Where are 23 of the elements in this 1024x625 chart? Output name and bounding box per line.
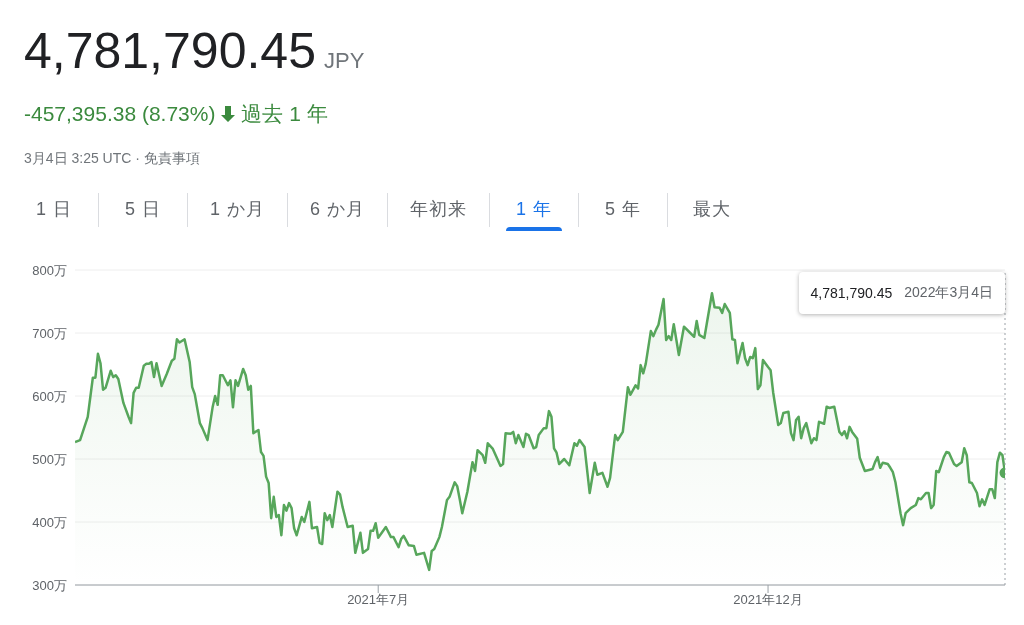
y-tick-label: 400万 (32, 514, 67, 530)
text: 6 か月 (287, 193, 388, 227)
text: 過去 1 年 (241, 101, 328, 127)
y-tick-label: 500万 (32, 451, 67, 467)
text: 5 年 (578, 193, 668, 227)
y-tick-label: 700万 (32, 325, 67, 341)
text: 5 日 (98, 193, 187, 227)
text: 4,781,790.45 (810, 285, 893, 301)
y-tick-label: 600万 (32, 388, 67, 404)
chart-subtitle: -457,395.38 (8.73%) (24, 102, 216, 126)
text: 3月4日 3:25 UTC · 免責事項 (24, 150, 200, 168)
text: 4,781,790.45 (24, 22, 316, 80)
text: 1 日 (35, 198, 73, 221)
y-tick-label: 800万 (32, 262, 67, 278)
text: 1 年 (489, 193, 579, 227)
text: 最大 (667, 193, 757, 227)
x-tick-label: 2021年12月 (733, 592, 803, 608)
ref-line-label: 2022年3月4日 (904, 284, 993, 302)
y-tick-label: 300万 (32, 577, 67, 593)
text: JPY (323, 48, 365, 74)
text: 1 か月 (187, 193, 288, 227)
text: 年初来 (387, 193, 490, 227)
x-tick-label: 2021年7月 (347, 592, 410, 608)
